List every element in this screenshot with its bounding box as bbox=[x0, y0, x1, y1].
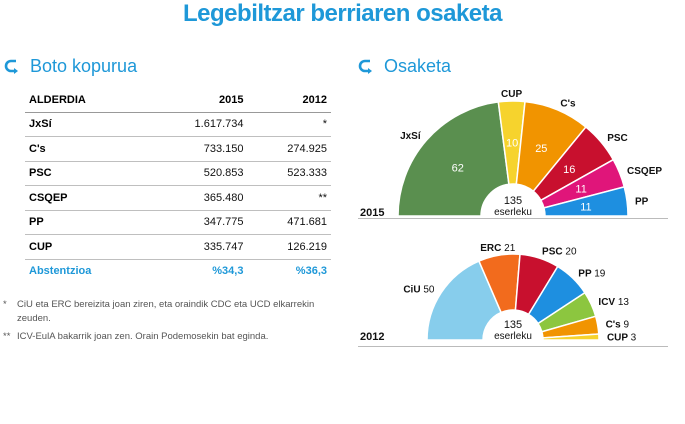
seat-value-pp: 19 bbox=[594, 268, 606, 279]
votes-2015-cell: 733.150 bbox=[147, 136, 248, 162]
footnote: ** ICV-EulA bakarrik joan zen. Orain Pod… bbox=[3, 330, 333, 344]
votes-2012-cell: 274.925 bbox=[247, 136, 331, 162]
table-row: C's 733.150 274.925 bbox=[25, 136, 331, 162]
party-label-psc: PSC 20 bbox=[542, 247, 577, 258]
seat-value-csqep: 11 bbox=[575, 183, 586, 195]
seat-value-psc: 16 bbox=[563, 164, 575, 176]
party-label-psc: PSC bbox=[607, 133, 628, 144]
party-label-cup: CUP 3 bbox=[607, 333, 637, 344]
seat-total-value: 135 bbox=[504, 319, 522, 331]
party-cell: CSQEP bbox=[25, 185, 148, 211]
votes-2012-cell: * bbox=[247, 112, 331, 137]
seat-segment-pp bbox=[543, 185, 629, 217]
seat-total-value: 135 bbox=[504, 195, 522, 207]
column-header-2015: 2015 bbox=[147, 88, 248, 113]
page-title: Legebiltzar berriaren osaketa bbox=[183, 0, 502, 27]
footnote-mark: ** bbox=[3, 331, 11, 342]
party-label-csqep: CSQEP bbox=[627, 166, 662, 177]
party-cell: PSC bbox=[25, 161, 148, 186]
votes-2015-cell: 335.747 bbox=[147, 234, 248, 260]
chart-divider bbox=[358, 346, 668, 347]
column-header-2012: 2012 bbox=[247, 88, 331, 113]
abstention-label: Abstentzioa bbox=[29, 265, 92, 278]
composition-heading-label: Osaketa bbox=[384, 56, 452, 76]
votes-2015-cell: 365.480 bbox=[147, 185, 248, 211]
table-row: PSC 520.853 523.333 bbox=[25, 161, 331, 186]
seat-value-psc: 20 bbox=[565, 247, 577, 258]
table-row: CSQEP 365.480 ** bbox=[25, 185, 331, 211]
seat-value-erc: 21 bbox=[504, 243, 516, 254]
seat-value-c-s: 9 bbox=[624, 320, 630, 331]
return-arrow-icon bbox=[4, 59, 18, 74]
party-label-cup: CUP bbox=[501, 89, 522, 100]
column-header-party: ALDERDIA bbox=[25, 88, 148, 113]
seat-total-label: eserleku bbox=[494, 331, 532, 342]
seat-segment-ciu bbox=[426, 260, 503, 341]
seat-value-cup: 3 bbox=[631, 333, 637, 344]
return-arrow-icon bbox=[358, 59, 372, 74]
abstention-2015-cell: %34,3 bbox=[212, 265, 244, 278]
party-cell: CUP bbox=[25, 234, 148, 260]
seat-value-pp: 11 bbox=[580, 202, 591, 214]
party-label-pp: PP bbox=[635, 196, 649, 207]
table-header-row: ALDERDIA 2015 2012 bbox=[25, 88, 331, 113]
table-row: CUP 335.747 126.219 bbox=[25, 234, 331, 260]
votes-table: ALDERDIA 2015 2012 JxSí 1.617.734 * C's … bbox=[25, 88, 331, 283]
party-label-pp: PP 19 bbox=[578, 268, 605, 279]
party-label-erc: ERC 21 bbox=[480, 243, 515, 254]
votes-2012-cell: 523.333 bbox=[247, 161, 331, 186]
footnote: * CiU eta ERC bereizita joan ziren, eta … bbox=[3, 298, 333, 326]
party-label-c-s: C's 9 bbox=[606, 320, 630, 331]
composition-heading: Osaketa bbox=[358, 56, 451, 77]
votes-heading-label: Boto kopurua bbox=[30, 56, 138, 76]
year-label: 2012 bbox=[360, 331, 384, 343]
footnote-text: CiU eta ERC bereizita joan ziren, eta or… bbox=[17, 299, 315, 324]
chart-divider bbox=[358, 218, 668, 219]
votes-2015-cell: 1.617.734 bbox=[147, 112, 248, 137]
seat-value-icv: 13 bbox=[618, 297, 630, 308]
footnotes: * CiU eta ERC bereizita joan ziren, eta … bbox=[3, 298, 333, 348]
seat-segment-cup bbox=[542, 333, 600, 341]
year-label: 2015 bbox=[360, 207, 384, 219]
seat-total-label: eserleku bbox=[494, 207, 532, 218]
party-cell: C's bbox=[25, 136, 148, 162]
seat-value-jxs: 62 bbox=[452, 162, 464, 174]
seat-segment-jxs bbox=[397, 101, 510, 217]
party-label-jxs: JxSí bbox=[400, 131, 422, 142]
party-cell: JxSí bbox=[25, 112, 148, 137]
party-label-icv: ICV 13 bbox=[598, 297, 629, 308]
votes-2015-cell: 347.775 bbox=[147, 210, 248, 235]
votes-2015-cell: 520.853 bbox=[147, 161, 248, 186]
votes-2012-cell: 471.681 bbox=[247, 210, 331, 235]
votes-2012-cell: ** bbox=[247, 185, 331, 211]
parliament-chart-2015: 62 JxSí 10 CUP 25 C's 16 PSC 11 CSQEP 11 PP 135eserl… bbox=[360, 89, 662, 219]
seat-value-cup: 10 bbox=[506, 138, 518, 150]
table-row: JxSí 1.617.734 * bbox=[25, 112, 331, 137]
seat-value-ciu: 50 bbox=[423, 284, 435, 295]
party-label-ciu: CiU 50 bbox=[403, 284, 435, 295]
votes-2012-cell: 126.219 bbox=[247, 234, 331, 260]
table-row: PP 347.775 471.681 bbox=[25, 210, 331, 235]
footnote-mark: * bbox=[3, 299, 7, 310]
party-label-c-s: C's bbox=[560, 99, 576, 110]
party-cell: PP bbox=[25, 210, 148, 235]
footnote-text: ICV-EulA bakarrik joan zen. Orain Podemo… bbox=[17, 331, 269, 342]
abstention-row: Abstentzioa %34,3 %36,3 bbox=[25, 259, 331, 283]
seat-value-c-s: 25 bbox=[535, 143, 547, 155]
votes-heading: Boto kopurua bbox=[4, 56, 137, 77]
abstention-2012-cell: %36,3 bbox=[295, 265, 327, 278]
